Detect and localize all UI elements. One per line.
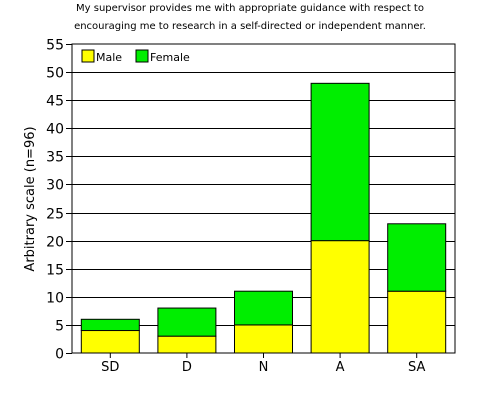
bar-female-sd (80, 318, 140, 332)
bar-female-sa (387, 223, 447, 292)
y-tick-label-5: 5 (55, 319, 64, 335)
y-tick-label-55: 55 (46, 38, 64, 54)
bar-male-n (234, 324, 293, 354)
y-tick-label-40: 40 (46, 122, 64, 138)
y-tick-label-10: 10 (46, 291, 64, 307)
legend-swatch-male (81, 49, 95, 63)
x-tick-label-d: D (182, 360, 192, 375)
y-axis-label: Arbitrary scale (n=96) (23, 126, 38, 271)
y-tick-label-25: 25 (46, 207, 64, 223)
y-tick-label-15: 15 (46, 263, 64, 279)
x-tick-label-a: A (336, 360, 345, 375)
bar-male-sd (80, 330, 140, 354)
chart-title-line-2: encouraging me to research in a self-dir… (74, 21, 426, 32)
bar-male-d (157, 335, 217, 354)
y-tick-label-50: 50 (46, 66, 64, 82)
y-tick-label-35: 35 (46, 150, 64, 166)
bar-female-a (310, 82, 370, 242)
x-tick-label-sd: SD (101, 360, 119, 375)
legend-swatch-female (135, 49, 149, 63)
bar-female-n (234, 290, 293, 326)
chart-title-line-1: My supervisor provides me with appropria… (76, 3, 424, 14)
x-tick-label-sa: SA (408, 360, 425, 375)
legend-label-male: Male (96, 51, 122, 64)
y-tick-label-0: 0 (55, 347, 64, 363)
y-tick-label-30: 30 (46, 178, 64, 194)
bar-male-a (310, 240, 370, 354)
y-tick-label-45: 45 (46, 94, 64, 110)
bar-male-sa (387, 290, 447, 354)
legend-label-female: Female (150, 51, 190, 64)
x-tick-label-n: N (259, 360, 269, 375)
bar-female-d (157, 307, 217, 337)
y-tick-label-20: 20 (46, 235, 64, 251)
